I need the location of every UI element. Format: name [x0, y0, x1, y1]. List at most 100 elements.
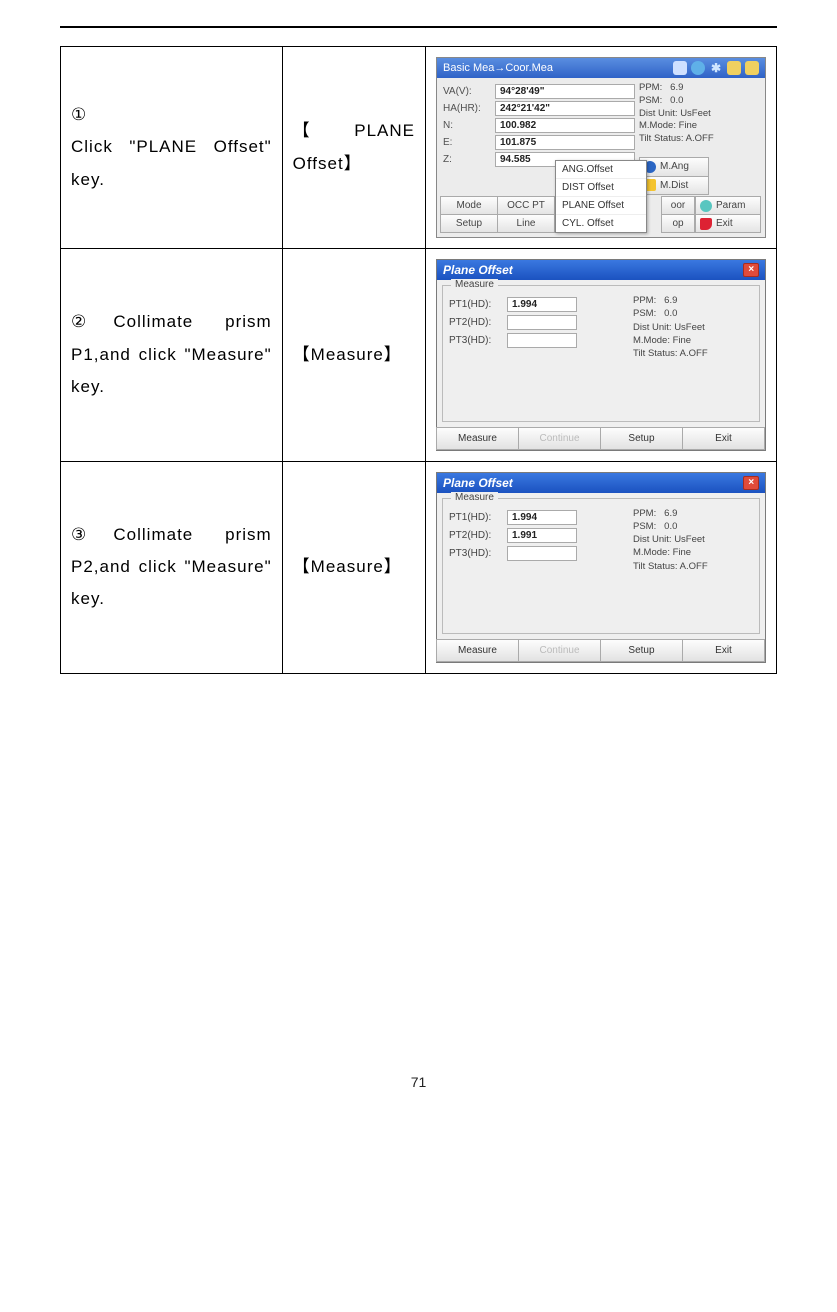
pt2-label: PT2(HD): — [449, 317, 501, 328]
setup-button[interactable]: Setup — [600, 639, 683, 662]
occpt-button[interactable]: OCC PT — [497, 196, 555, 215]
table-row: ②Collimate prism P1,and click "Measure" … — [61, 249, 777, 461]
instruction-table: ① Click "PLANE Offset" key. 【 PLANE Offs… — [60, 46, 777, 674]
titlebar: Plane Offset × — [437, 260, 765, 280]
mdist-button[interactable]: M.Dist — [639, 176, 709, 196]
offset-popup-menu: ANG.Offset DIST Offset PLANE Offset CYL.… — [555, 160, 647, 233]
popup-item-plane[interactable]: PLANE Offset — [556, 197, 646, 215]
screenshot-cell: Basic Mea→Coor.Mea ✱ VA(V):94 — [426, 47, 777, 249]
battery-icon — [745, 61, 759, 75]
mmode-value: Fine — [673, 547, 691, 558]
psm-value: 0.0 — [664, 308, 677, 319]
mmode-label: M.Mode: — [633, 335, 670, 346]
ppm-value: 6.9 — [670, 82, 683, 93]
pt1-value: 1.994 — [507, 510, 577, 525]
instruction-cell: ① Click "PLANE Offset" key. — [61, 47, 283, 249]
tilt-label: Tilt Status: — [633, 348, 678, 359]
signal-icon — [727, 61, 741, 75]
window-title: Plane Offset — [443, 263, 513, 277]
n-label: N: — [443, 120, 489, 131]
line-button[interactable]: Line — [497, 214, 555, 233]
ppm-label: PPM: — [633, 295, 656, 306]
close-icon[interactable]: × — [743, 476, 759, 490]
ppm-label: PPM: — [639, 82, 662, 93]
pt3-value — [507, 333, 577, 348]
window-title: Basic Mea→Coor.Mea — [443, 62, 553, 74]
instruction-text: Click "PLANE Offset" key. — [71, 137, 272, 188]
setup-button[interactable]: Setup — [440, 214, 498, 233]
screenshot-cell: Plane Offset × Measure PT1(HD): 1.994 PT2… — [426, 249, 777, 461]
ppm-value: 6.9 — [664, 508, 677, 519]
pt1-label: PT1(HD): — [449, 299, 501, 310]
instruction-cell: ②Collimate prism P1,and click "Measure" … — [61, 249, 283, 461]
measure-button[interactable]: Measure — [436, 639, 519, 662]
table-row: ③Collimate prism P2,and click "Measure" … — [61, 461, 777, 673]
pt2-value: 1.991 — [507, 528, 577, 543]
psm-label: PSM: — [633, 308, 656, 319]
measure-button[interactable]: Measure — [436, 427, 519, 450]
distunit-value: UsFeet — [674, 534, 705, 545]
n-value: 100.982 — [495, 118, 635, 133]
popup-item-cyl[interactable]: CYL. Offset — [556, 215, 646, 232]
distunit-label: Dist Unit: — [639, 108, 678, 119]
page-number: 71 — [60, 1074, 777, 1120]
step-number: ① — [71, 105, 87, 124]
screenshot-cell: Plane Offset × Measure PT1(HD): 1.994 PT2… — [426, 461, 777, 673]
status-icon — [673, 61, 687, 75]
popup-item-ang[interactable]: ANG.Offset — [556, 161, 646, 179]
z-label: Z: — [443, 154, 489, 165]
key-label: 【Measure】 — [293, 557, 402, 576]
param-button[interactable]: Param — [695, 196, 761, 215]
va-label: VA(V): — [443, 86, 489, 97]
titlebar: Plane Offset × — [437, 473, 765, 493]
psm-label: PSM: — [639, 95, 662, 106]
screenshot-plane-offset-1: Plane Offset × Measure PT1(HD): 1.994 PT2… — [436, 259, 766, 450]
psm-value: 0.0 — [670, 95, 683, 106]
close-icon[interactable]: × — [743, 263, 759, 277]
exit-button[interactable]: Exit — [682, 639, 765, 662]
key-label: 【Measure】 — [293, 345, 402, 364]
op-button[interactable]: op — [661, 214, 695, 233]
mode-button[interactable]: Mode — [440, 196, 498, 215]
exit-button[interactable]: Exit — [682, 427, 765, 450]
titlebar: Basic Mea→Coor.Mea ✱ — [437, 58, 765, 78]
exit-icon — [700, 218, 712, 230]
mmode-value: Fine — [673, 335, 691, 346]
coor-button[interactable]: oor — [661, 196, 695, 215]
screenshot-plane-offset-2: Plane Offset × Measure PT1(HD): 1.994 PT2… — [436, 472, 766, 663]
tilt-value: A.OFF — [680, 561, 708, 572]
param-icon — [700, 200, 712, 212]
tilt-label: Tilt Status: — [633, 561, 678, 572]
pt2-label: PT2(HD): — [449, 530, 501, 541]
pt3-value — [507, 546, 577, 561]
distunit-label: Dist Unit: — [633, 322, 672, 333]
bluetooth-icon: ✱ — [709, 61, 723, 75]
step-number: ③ — [71, 525, 113, 544]
psm-value: 0.0 — [664, 521, 677, 532]
exit-button[interactable]: Exit — [695, 214, 761, 233]
va-value: 94°28'49" — [495, 84, 635, 99]
pt1-label: PT1(HD): — [449, 512, 501, 523]
pt3-label: PT3(HD): — [449, 335, 501, 346]
psm-label: PSM: — [633, 521, 656, 532]
ppm-value: 6.9 — [664, 295, 677, 306]
continue-button: Continue — [518, 427, 601, 450]
pt2-value — [507, 315, 577, 330]
tilt-value: A.OFF — [680, 348, 708, 359]
pt3-label: PT3(HD): — [449, 548, 501, 559]
mmode-value: Fine — [679, 120, 697, 131]
key-cell: 【Measure】 — [282, 249, 425, 461]
setup-button[interactable]: Setup — [600, 427, 683, 450]
distunit-label: Dist Unit: — [633, 534, 672, 545]
popup-item-dist[interactable]: DIST Offset — [556, 179, 646, 197]
ha-value: 242°21'42" — [495, 101, 635, 116]
tilt-value: A.OFF — [686, 133, 714, 144]
gear-icon[interactable] — [691, 61, 705, 75]
instruction-cell: ③Collimate prism P2,and click "Measure" … — [61, 461, 283, 673]
mang-button[interactable]: M.Ang — [639, 157, 709, 177]
key-label: 【 PLANE Offset】 — [293, 121, 415, 172]
mmode-label: M.Mode: — [633, 547, 670, 558]
step-number: ② — [71, 312, 113, 331]
pt1-value: 1.994 — [507, 297, 577, 312]
window-title: Plane Offset — [443, 476, 513, 490]
